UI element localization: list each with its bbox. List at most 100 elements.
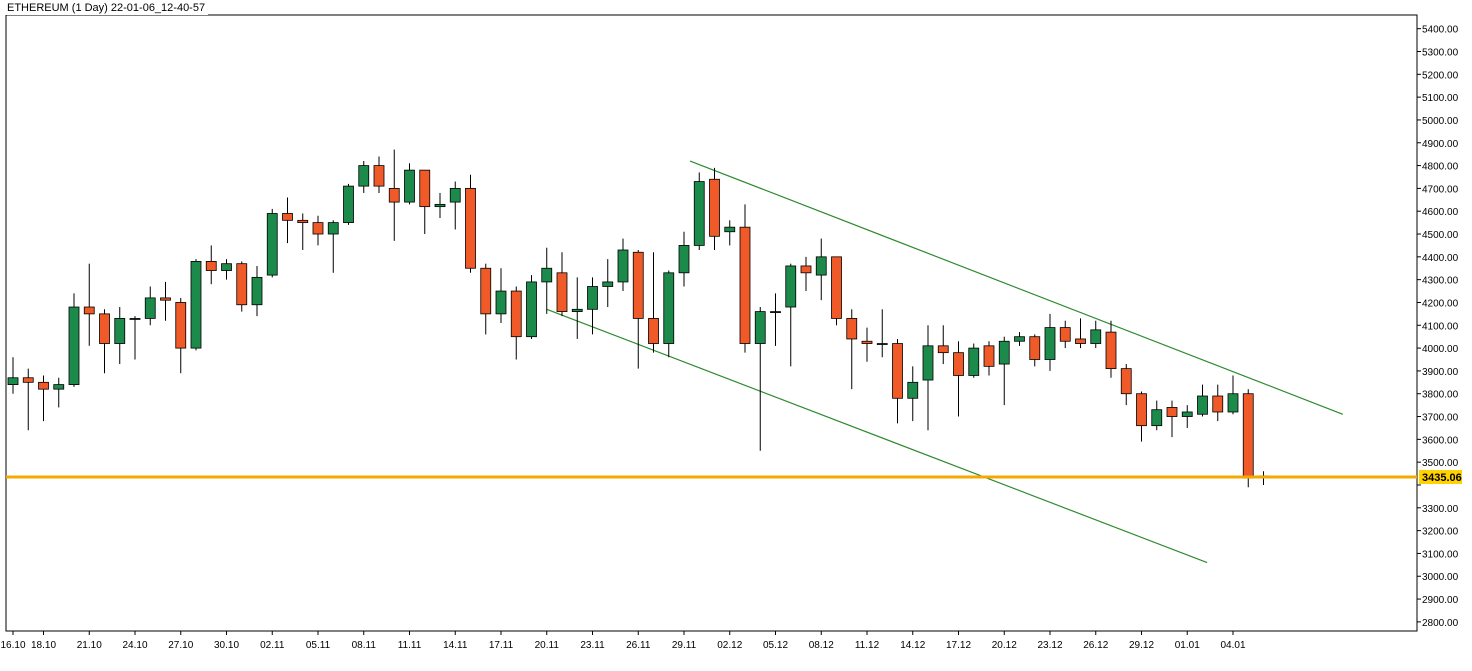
candle: [968, 343, 980, 378]
candle: [434, 192, 446, 219]
x-tick-label: 26.12: [1083, 640, 1108, 651]
candle-body-down: [236, 263, 248, 306]
candle: [1014, 332, 1025, 346]
candle-body-down: [38, 381, 49, 390]
candle-body-up: [678, 245, 690, 274]
y-tick-label: 4600.00: [1422, 207, 1459, 218]
candle-body-down: [510, 290, 522, 338]
candle-body-up: [998, 340, 1010, 365]
candle-body-up: [1014, 336, 1025, 342]
x-tick-label: 17.12: [946, 640, 971, 651]
candle-body-up: [434, 203, 446, 208]
candle: [190, 259, 202, 351]
candle-body-down: [953, 352, 964, 376]
candle: [129, 316, 141, 360]
candle: [312, 215, 324, 246]
candle: [1136, 391, 1147, 442]
candle: [907, 366, 919, 422]
x-tick-label: 14.11: [443, 640, 468, 651]
candle-body-up: [251, 276, 263, 306]
candle-body-up: [1197, 395, 1208, 415]
price-label-box: [1419, 469, 1462, 484]
price-label: 3435.06: [1422, 472, 1462, 484]
candle: [1166, 400, 1178, 438]
candle-body-down: [282, 213, 293, 221]
candle: [465, 174, 476, 273]
candle: [922, 325, 934, 431]
candle-body-up: [327, 222, 339, 235]
candle: [358, 161, 370, 193]
plot-area: [5, 14, 1418, 632]
candle-body-down: [983, 345, 995, 367]
candle-body-up: [724, 226, 736, 233]
candle-body-up: [785, 265, 797, 308]
candle-body-down: [1105, 331, 1117, 370]
y-tick-label: 2900.00: [1422, 595, 1459, 606]
candle: [709, 167, 720, 250]
candle-body-down: [937, 345, 949, 354]
candle: [831, 256, 842, 326]
y-tick-label: 4500.00: [1422, 230, 1459, 241]
candle: [800, 256, 812, 292]
y-tick-label: 5200.00: [1422, 70, 1459, 81]
candle-body-down: [648, 318, 659, 344]
candle: [449, 181, 461, 230]
candle: [876, 309, 888, 358]
candle: [1151, 400, 1163, 431]
candle: [160, 281, 171, 321]
candle-body-down: [388, 187, 400, 203]
candle-body-up: [1151, 409, 1163, 427]
candle: [266, 208, 278, 278]
candle-body-down: [1075, 338, 1086, 344]
y-tick-label: 4000.00: [1422, 344, 1459, 355]
y-tick-label: 5400.00: [1422, 25, 1459, 36]
candle: [99, 309, 110, 374]
candle-body-up: [358, 165, 370, 187]
candle-body-up: [53, 384, 65, 390]
candle: [419, 169, 431, 235]
trendline: [689, 160, 1344, 415]
y-tick-label: 3200.00: [1422, 527, 1459, 538]
candle: [785, 263, 797, 367]
candle-body-down: [831, 256, 842, 319]
candle: [38, 375, 49, 422]
candle: [724, 220, 736, 246]
y-tick-label: 3500.00: [1422, 458, 1459, 469]
candle-body-down: [1029, 336, 1041, 360]
candle: [632, 249, 644, 369]
candle-body-up: [526, 281, 537, 338]
candle: [892, 338, 903, 424]
candle: [205, 245, 217, 285]
candle: [1212, 384, 1224, 422]
candle-body-down: [739, 226, 751, 344]
candle: [327, 220, 339, 273]
y-axis: 5400.00 5300.00 5200.00 5100.00 5000.00 4900.…: [1417, 25, 1459, 629]
candle-body-up: [693, 181, 705, 246]
candle-body-down: [175, 302, 187, 349]
candle: [861, 327, 873, 362]
y-tick-label: 3600.00: [1422, 435, 1459, 446]
x-tick-label: 11.12: [855, 640, 880, 651]
candle: [373, 156, 385, 193]
candle-body-down: [1059, 327, 1071, 342]
y-tick-label: 4900.00: [1422, 139, 1459, 150]
candle: [236, 261, 248, 312]
x-tick-label: 08.12: [809, 640, 834, 651]
candle: [1105, 320, 1117, 378]
chart-title: ETHEREUM (1 Day) 22-01-06_12-40-57: [4, 1, 209, 15]
candle: [1075, 318, 1086, 349]
candle-body-down: [800, 265, 812, 274]
x-tick-label: 05.12: [763, 640, 788, 651]
candle: [815, 238, 827, 301]
x-tick-label: 29.11: [672, 640, 697, 651]
candle-body-down: [419, 169, 431, 208]
candle-body-down: [1212, 395, 1224, 413]
candle-body-up: [404, 169, 415, 203]
candle: [998, 336, 1010, 406]
candle: [68, 293, 80, 387]
candle-body-down: [205, 260, 217, 271]
candle: [83, 263, 95, 346]
candle: [510, 286, 522, 360]
candle: [114, 307, 126, 365]
x-tick-label: 17.11: [489, 640, 514, 651]
